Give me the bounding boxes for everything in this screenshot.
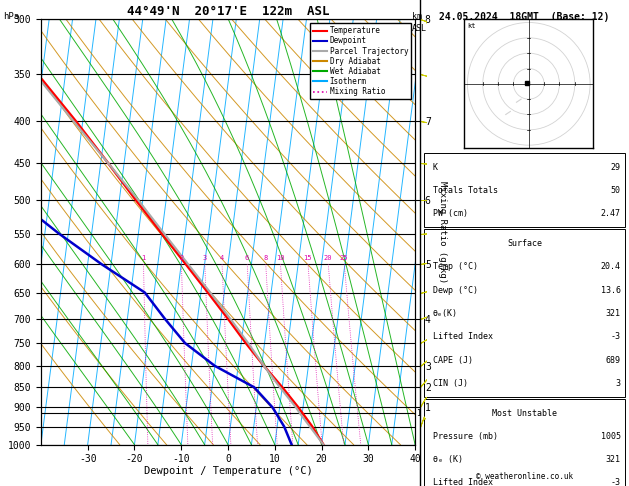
Text: 689: 689 (606, 356, 621, 364)
Text: -3: -3 (611, 332, 621, 341)
Text: 29: 29 (611, 163, 621, 172)
Text: Lifted Index: Lifted Index (433, 479, 493, 486)
FancyBboxPatch shape (420, 0, 629, 486)
FancyBboxPatch shape (425, 399, 625, 486)
Text: 3: 3 (203, 255, 207, 261)
Text: 10: 10 (276, 255, 284, 261)
Text: 20.4: 20.4 (601, 262, 621, 271)
X-axis label: Dewpoint / Temperature (°C): Dewpoint / Temperature (°C) (143, 466, 313, 476)
Text: 50: 50 (611, 186, 621, 195)
Text: Totals Totals: Totals Totals (433, 186, 498, 195)
Text: CIN (J): CIN (J) (433, 379, 468, 388)
Text: 1005: 1005 (601, 432, 621, 441)
Text: 24.05.2024  18GMT  (Base: 12): 24.05.2024 18GMT (Base: 12) (440, 12, 610, 22)
Text: 13.6: 13.6 (601, 286, 621, 295)
Text: K: K (433, 163, 438, 172)
Text: PW (cm): PW (cm) (433, 209, 468, 218)
Text: 8: 8 (264, 255, 267, 261)
FancyBboxPatch shape (425, 229, 625, 397)
Text: θₑ(K): θₑ(K) (433, 309, 458, 318)
Text: Pressure (mb): Pressure (mb) (433, 432, 498, 441)
Text: 3: 3 (616, 379, 621, 388)
Text: 4: 4 (220, 255, 224, 261)
Text: 1: 1 (142, 255, 145, 261)
Text: 321: 321 (606, 309, 621, 318)
Text: km: km (412, 12, 422, 21)
Text: hPa: hPa (3, 12, 19, 21)
Text: Lifted Index: Lifted Index (433, 332, 493, 341)
Text: 2.47: 2.47 (601, 209, 621, 218)
Text: Surface: Surface (507, 239, 542, 248)
Text: 15: 15 (303, 255, 312, 261)
Y-axis label: Mixing Ratio (g/kg): Mixing Ratio (g/kg) (438, 181, 447, 283)
Text: 20: 20 (323, 255, 332, 261)
Text: Temp (°C): Temp (°C) (433, 262, 477, 271)
Text: CAPE (J): CAPE (J) (433, 356, 473, 364)
Text: Dewp (°C): Dewp (°C) (433, 286, 477, 295)
Text: © weatheronline.co.uk: © weatheronline.co.uk (476, 472, 573, 481)
Text: 6: 6 (245, 255, 249, 261)
FancyBboxPatch shape (425, 153, 625, 227)
Text: 321: 321 (606, 455, 621, 464)
Text: 1LCL: 1LCL (416, 409, 435, 418)
Text: -3: -3 (611, 479, 621, 486)
Text: ASL: ASL (412, 24, 427, 34)
Legend: Temperature, Dewpoint, Parcel Trajectory, Dry Adiabat, Wet Adiabat, Isotherm, Mi: Temperature, Dewpoint, Parcel Trajectory… (309, 23, 411, 99)
Text: θₑ (K): θₑ (K) (433, 455, 463, 464)
Title: 44°49'N  20°17'E  122m  ASL: 44°49'N 20°17'E 122m ASL (127, 5, 329, 18)
Text: Most Unstable: Most Unstable (492, 409, 557, 417)
Text: 25: 25 (340, 255, 348, 261)
Text: 2: 2 (179, 255, 183, 261)
